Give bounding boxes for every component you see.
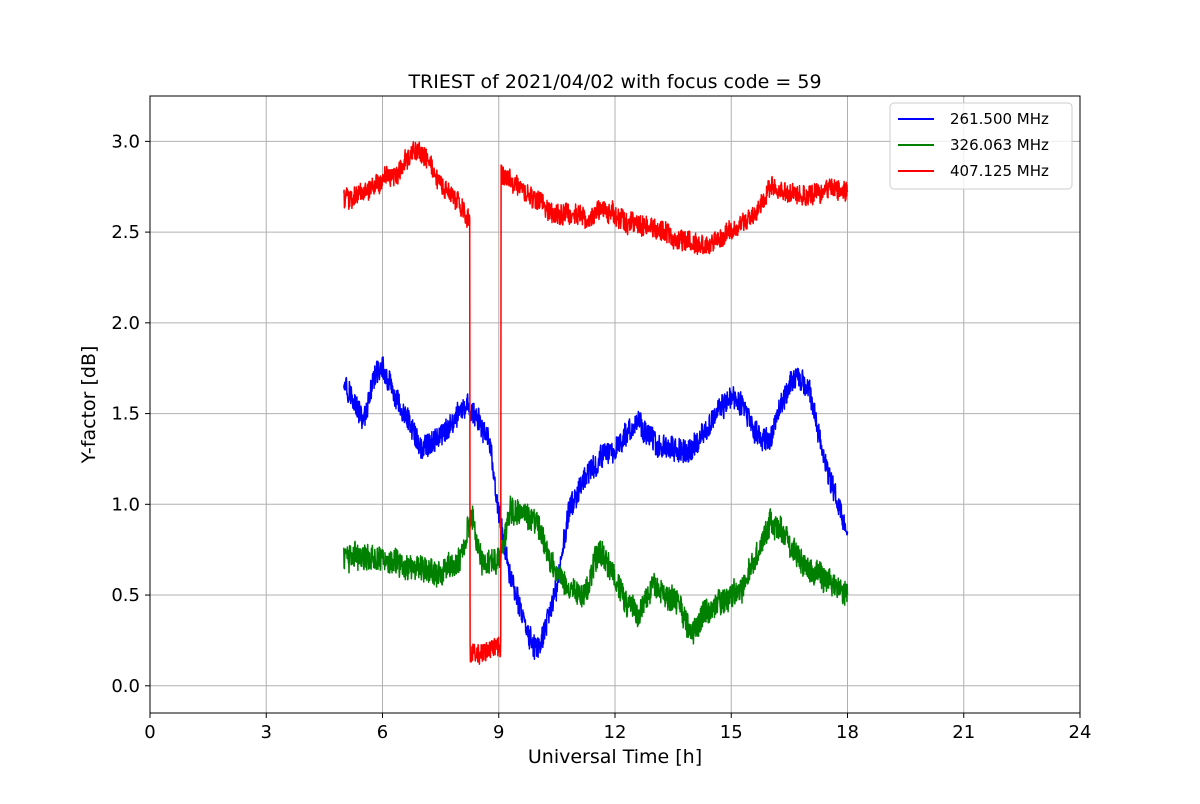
y-tick-label: 3.0 [111,131,140,152]
series-line-3 [343,141,849,665]
x-axis-label: Universal Time [h] [528,746,702,768]
x-tick-label: 18 [836,722,859,743]
legend-label: 407.125 MHz [950,162,1049,180]
y-tick-label: 0.5 [111,585,140,606]
x-tick-label: 12 [604,722,627,743]
y-tick-label: 0.0 [111,676,140,697]
x-tick-label: 3 [261,722,272,743]
legend-label: 326.063 MHz [950,136,1049,154]
series-line-1 [343,356,849,661]
x-tick-label: 21 [952,722,975,743]
ticks: 0 3 6 9 12 15 18 21 24 0.0 0.5 1.0 1.5 2.0 2.5 3.0 [111,131,1091,743]
series-group [343,141,849,665]
legend: 261.500 MHz 326.063 MHz 407.125 MHz [889,102,1073,190]
x-tick-label: 0 [144,722,155,743]
y-tick-label: 1.5 [111,404,140,425]
legend-box [889,102,1073,190]
x-tick-label: 9 [493,722,504,743]
chart-title: TRIEST of 2021/04/02 with focus code = 5… [407,71,821,93]
x-tick-label: 15 [720,722,743,743]
legend-label: 261.500 MHz [950,110,1049,128]
y-tick-label: 2.5 [111,222,140,243]
series-line-2 [343,495,849,645]
x-tick-label: 6 [377,722,388,743]
y-axis-label: Y-factor [dB] [78,346,100,465]
x-tick-label: 24 [1069,722,1092,743]
y-tick-label: 2.0 [111,313,140,334]
y-tick-label: 1.0 [111,494,140,515]
